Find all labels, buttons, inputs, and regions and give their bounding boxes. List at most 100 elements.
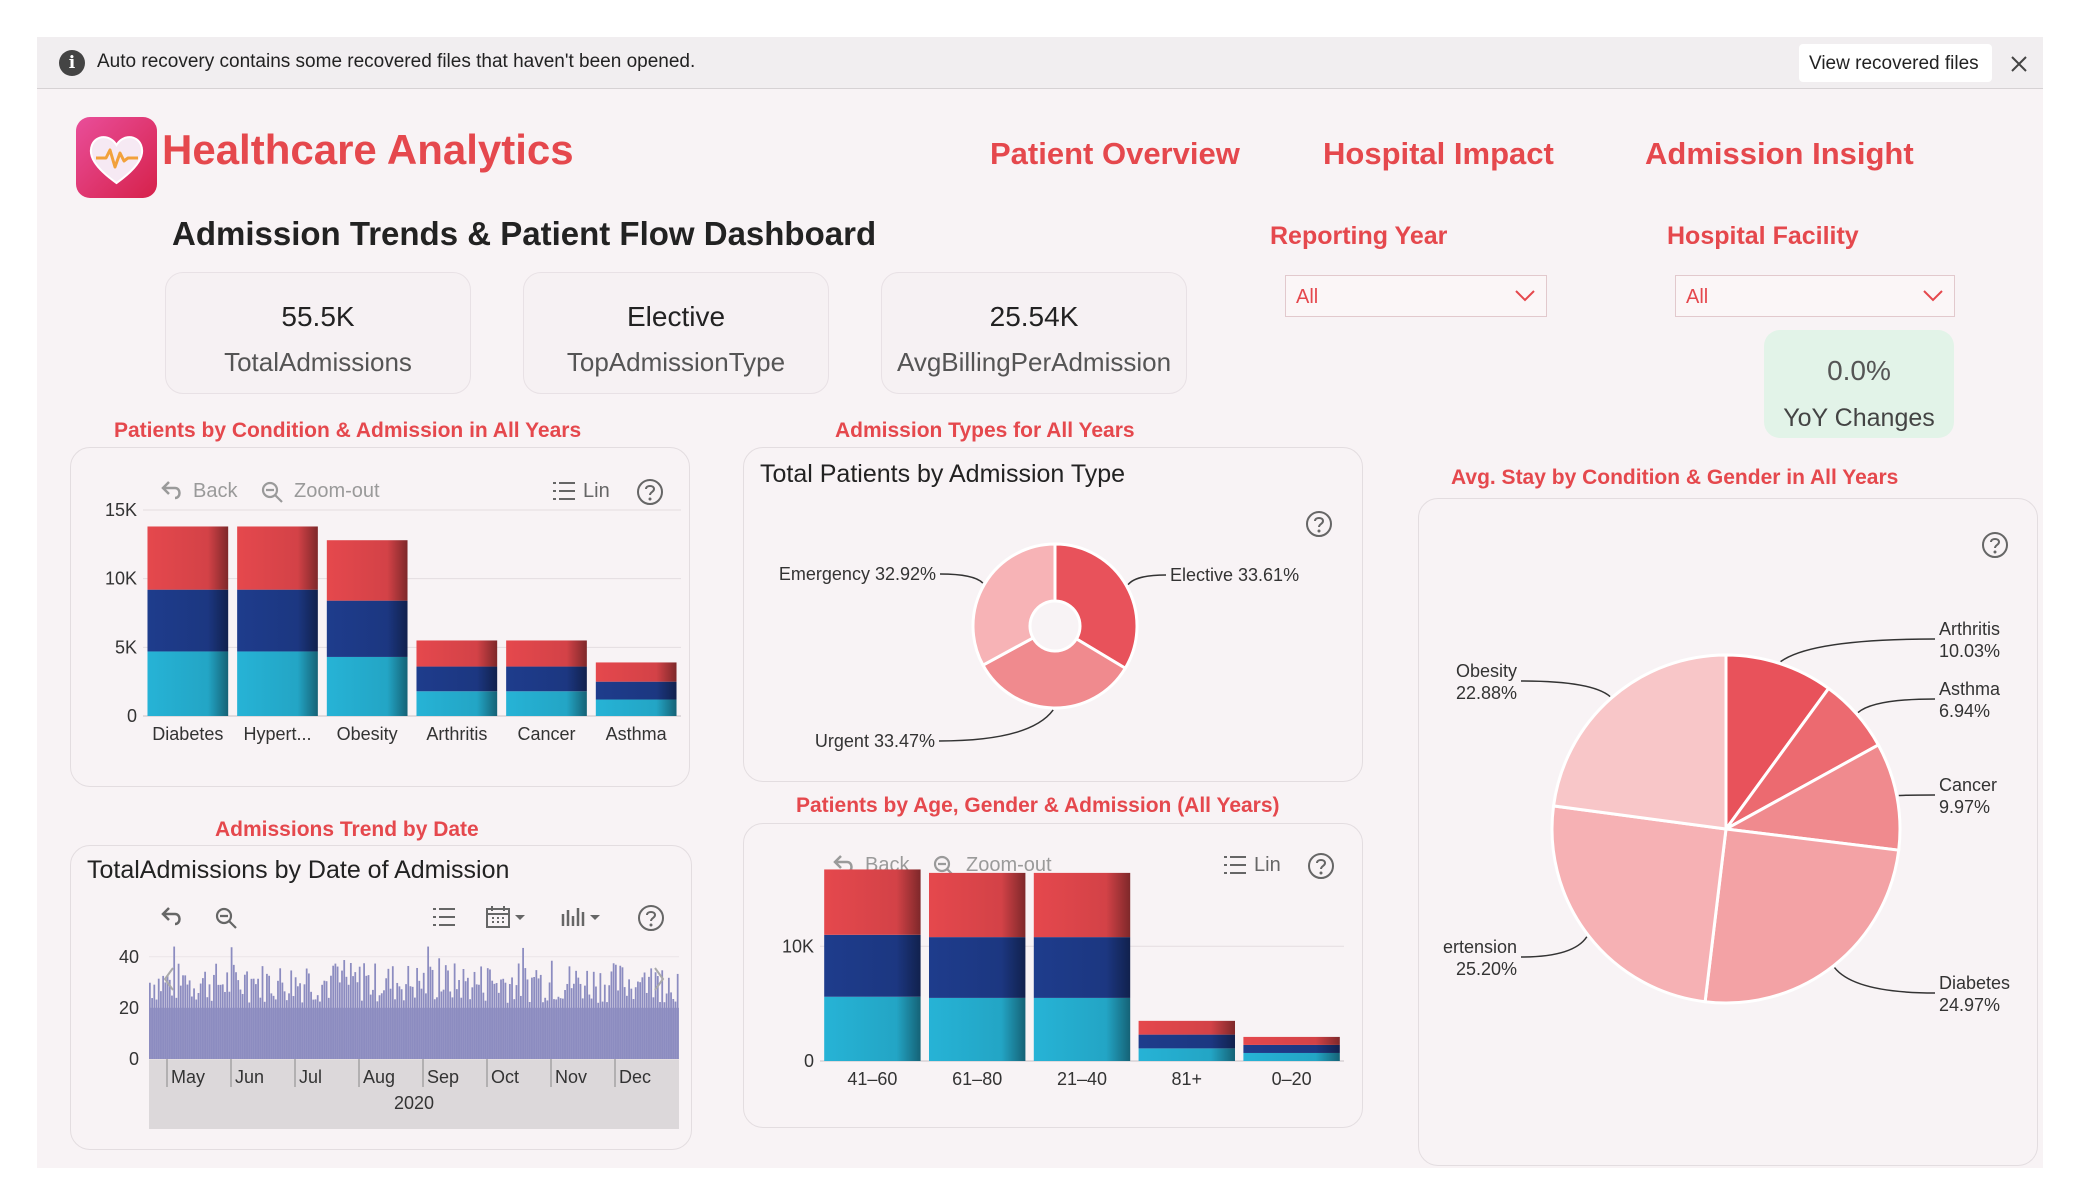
slice-label: Asthma — [1939, 679, 2001, 699]
admissions-trend-chart-card: TotalAdmissions by Date of Admission 0 20… — [70, 845, 692, 1150]
bar-segment — [416, 640, 498, 667]
reporting-year-value: All — [1296, 286, 1319, 308]
y-tick-label: 20 — [119, 998, 139, 1018]
bar-chart-icon[interactable] — [561, 906, 601, 928]
recovery-message: Auto recovery contains some recovered fi… — [97, 51, 696, 72]
y-tick-label: 0 — [804, 1051, 814, 1071]
avg-stay-chart-card: Arthritis 10.03% Asthma 6.94% Cancer 9.97% Dia… — [1418, 498, 2038, 1166]
slice-value: 6.94% — [1939, 701, 1990, 721]
view-recovered-files-button[interactable]: View recovered files — [1799, 44, 1992, 82]
linear-scale-button[interactable]: Lin — [1254, 854, 1281, 876]
slice-label: Elective 33.61% — [1170, 565, 1299, 585]
bar-segment — [1243, 1036, 1340, 1045]
x-tick-label: 61–80 — [952, 1069, 1002, 1089]
x-tick-label: Obesity — [337, 724, 398, 744]
help-icon[interactable] — [1307, 852, 1335, 880]
nav-hospital-impact[interactable]: Hospital Impact — [1323, 136, 1554, 171]
kpi-label: TopAdmissionType — [566, 347, 786, 377]
help-icon[interactable] — [636, 478, 664, 506]
list-icon[interactable] — [1224, 855, 1246, 875]
zoom-out-icon[interactable] — [260, 480, 284, 504]
slice-value: 24.97% — [1939, 995, 2000, 1015]
x-tick-label: Asthma — [606, 724, 668, 744]
slice-label: ertension — [1443, 937, 1517, 957]
back-icon[interactable] — [161, 906, 183, 926]
slice-label: Emergency 32.92% — [779, 564, 936, 584]
year-label: 2020 — [394, 1093, 434, 1113]
x-tick-label: 81+ — [1172, 1069, 1203, 1089]
linear-scale-button[interactable]: Lin — [583, 480, 610, 502]
kpi-value: Elective — [626, 301, 726, 332]
slice-value: 9.97% — [1939, 797, 1990, 817]
scroll-left-icon — [163, 967, 174, 991]
leader-line — [1520, 680, 1611, 698]
x-tick-label: 21–40 — [1057, 1069, 1107, 1089]
back-button[interactable]: Back — [193, 480, 238, 502]
y-tick-label: 5K — [115, 637, 137, 657]
admissions-trend-area-chart: 0 20 40 May Jun Jul Aug Sep Oct Nov Dec 2020 — [119, 946, 679, 1129]
nav-patient-overview[interactable]: Patient Overview — [990, 136, 1240, 171]
condition-bar-chart: 0 5K 10K 15K Diabetes Hypert... Obesity Arthrit… — [105, 500, 681, 744]
x-tick-label: Diabetes — [152, 724, 223, 744]
month-label: Nov — [555, 1067, 587, 1087]
month-label: Aug — [363, 1067, 395, 1087]
bar-segment — [326, 656, 408, 716]
zoom-out-icon[interactable] — [214, 906, 238, 930]
month-label: Jun — [235, 1067, 264, 1087]
pie-slice — [971, 542, 1057, 668]
help-icon[interactable] — [637, 904, 665, 932]
y-tick-label: 0 — [127, 706, 137, 726]
section-title-stay: Avg. Stay by Condition & Gender in All Y… — [1451, 466, 1899, 489]
bar-segment — [928, 937, 1026, 998]
reporting-year-label: Reporting Year — [1270, 222, 1448, 250]
bar-segment — [237, 651, 318, 716]
bar-segment — [237, 526, 318, 590]
help-icon[interactable] — [1305, 510, 1333, 538]
kpi-label: AvgBillingPerAdmission — [896, 347, 1172, 377]
hospital-facility-dropdown[interactable]: All — [1675, 275, 1955, 317]
list-icon[interactable] — [553, 481, 575, 501]
section-title-trend: Admissions Trend by Date — [215, 818, 479, 841]
kpi-avg-billing: 25.54K AvgBillingPerAdmission — [881, 272, 1187, 394]
bar-segment — [928, 997, 1026, 1061]
kpi-total-admissions: 55.5K TotalAdmissions — [165, 272, 471, 394]
pie-slice — [1721, 742, 1902, 852]
nav-admission-insight[interactable]: Admission Insight — [1645, 136, 1914, 171]
month-label: Dec — [619, 1067, 651, 1087]
zoom-out-button[interactable]: Zoom-out — [294, 480, 380, 502]
leader-line — [1520, 936, 1588, 958]
bar-segment — [147, 589, 229, 652]
bar-segment — [928, 872, 1026, 938]
scroll-right-icon — [654, 967, 665, 991]
help-icon[interactable] — [1981, 531, 2009, 559]
bar-segment — [595, 699, 677, 716]
calendar-icon[interactable] — [486, 906, 526, 928]
admission-type-chart-card: Total Patients by Admission Type Electiv… — [743, 447, 1363, 782]
reporting-year-dropdown[interactable]: All — [1285, 275, 1547, 317]
bar-segment — [1033, 872, 1131, 938]
trend-bar — [427, 946, 430, 1059]
pie-slice — [1724, 653, 1831, 834]
range-selector — [149, 1059, 679, 1129]
bar-segment — [1033, 997, 1131, 1061]
pie-slice — [1551, 653, 1728, 831]
admissions-trend-chart-title: TotalAdmissions by Date of Admission — [87, 856, 510, 884]
hospital-facility-value: All — [1686, 286, 1709, 308]
bar-segment — [1138, 1048, 1236, 1061]
pie-slice — [1053, 542, 1139, 671]
trend-bar — [522, 947, 524, 1059]
bar-segment — [1138, 1034, 1236, 1049]
close-icon[interactable] — [2010, 55, 2028, 73]
slice-label: Cancer — [1939, 775, 1997, 795]
yoy-label: YoY Changes — [1783, 404, 1935, 432]
leader-line — [1898, 794, 1936, 797]
bar-segment — [416, 666, 498, 692]
back-icon[interactable] — [161, 480, 183, 500]
age-bar-chart: 0 10K 41–60 61–80 21–40 81+ 0–20 — [782, 869, 1344, 1089]
slice-value: 10.03% — [1939, 641, 2000, 661]
app-logo — [76, 117, 157, 198]
list-icon[interactable] — [433, 907, 455, 927]
zoom-out-button[interactable]: Zoom-out — [966, 854, 1052, 876]
y-tick-label: 10K — [105, 569, 137, 589]
pie-slice — [980, 635, 1128, 710]
